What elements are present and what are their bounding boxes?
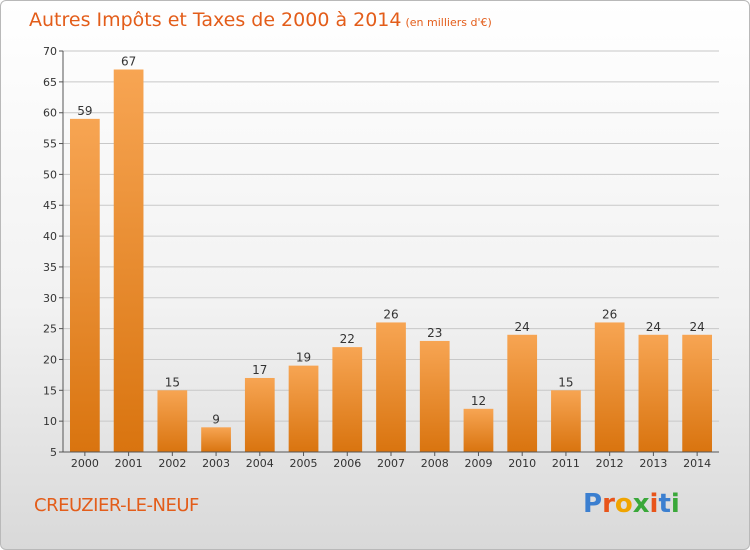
y-tick-label: 45 [43, 199, 57, 212]
x-axis-ticks: 2000 2001 2002 2003 2004 2005 2006 2007 2008 2009… [71, 452, 711, 470]
bar [113, 69, 144, 452]
x-tick-label: 2012 [596, 457, 624, 470]
x-tick-label: 2000 [71, 457, 99, 470]
bars [69, 69, 713, 452]
data-label: 24 [515, 320, 530, 334]
data-label: 17 [252, 363, 267, 377]
y-tick-label: 5 [50, 446, 57, 459]
logo-letter: t [658, 489, 671, 519]
data-labels: 59 67 15 9 17 19 22 26 23 12 24 15 26 24 24 [77, 55, 705, 427]
bar [682, 334, 713, 452]
bar [244, 377, 275, 452]
y-tick-label: 15 [43, 384, 57, 397]
x-tick-label: 2013 [639, 457, 667, 470]
data-label: 59 [77, 104, 92, 118]
x-tick-label: 2005 [290, 457, 318, 470]
bar [638, 334, 669, 452]
data-label: 15 [558, 375, 573, 389]
bar [419, 340, 450, 452]
logo-letter: P [583, 489, 603, 519]
bar [376, 322, 406, 452]
x-tick-label: 2006 [333, 457, 361, 470]
x-tick-label: 2001 [115, 457, 143, 470]
y-tick-label: 65 [43, 76, 57, 89]
data-label: 67 [121, 55, 136, 69]
y-tick-label: 60 [43, 107, 57, 120]
proxiti-logo: Proxiti [583, 489, 680, 519]
data-label: 24 [646, 320, 661, 334]
logo-letter: x [632, 489, 650, 519]
x-tick-label: 2009 [464, 457, 492, 470]
logo-letter: r [602, 489, 615, 519]
x-tick-label: 2011 [552, 457, 580, 470]
bar [157, 390, 188, 452]
y-tick-label: 10 [43, 415, 57, 428]
title-text: Autres Impôts et Taxes de 2000 à 2014 [29, 9, 402, 31]
bar [332, 347, 363, 452]
bar [201, 427, 231, 452]
bar [551, 390, 581, 452]
bar [507, 334, 538, 452]
data-label: 23 [427, 326, 442, 340]
bar [69, 118, 100, 452]
y-tick-label: 50 [43, 168, 57, 181]
logo-letter: i [649, 489, 659, 519]
bar [463, 408, 494, 452]
data-label: 24 [689, 320, 704, 334]
x-tick-label: 2003 [202, 457, 230, 470]
data-label: 12 [471, 394, 486, 408]
y-tick-label: 70 [43, 45, 57, 58]
data-label: 26 [602, 307, 617, 321]
chart-title: Autres Impôts et Taxes de 2000 à 2014 (en… [29, 9, 492, 31]
x-tick-label: 2014 [683, 457, 711, 470]
logo-letter: o [614, 489, 633, 519]
x-tick-label: 2010 [508, 457, 536, 470]
bar [288, 365, 319, 452]
x-tick-label: 2004 [246, 457, 274, 470]
bar [594, 322, 625, 452]
y-tick-label: 30 [43, 292, 57, 305]
y-tick-label: 55 [43, 138, 57, 151]
data-label: 19 [296, 351, 311, 365]
commune-name: CREUZIER-LE-NEUF [34, 495, 199, 516]
y-tick-label: 25 [43, 323, 57, 336]
y-axis-ticks: 5 10 15 20 25 30 35 40 45 50 55 60 65 70 [43, 45, 63, 459]
y-tick-label: 40 [43, 230, 57, 243]
data-label: 26 [383, 307, 398, 321]
data-label: 22 [340, 332, 355, 346]
x-tick-label: 2002 [158, 457, 186, 470]
data-label: 9 [212, 412, 220, 426]
title-unit: (en milliers d'€) [405, 16, 492, 29]
y-tick-label: 20 [43, 353, 57, 366]
logo-letter: i [670, 489, 680, 519]
x-tick-label: 2008 [421, 457, 449, 470]
y-tick-label: 35 [43, 261, 57, 274]
data-label: 15 [165, 375, 180, 389]
x-tick-label: 2007 [377, 457, 405, 470]
